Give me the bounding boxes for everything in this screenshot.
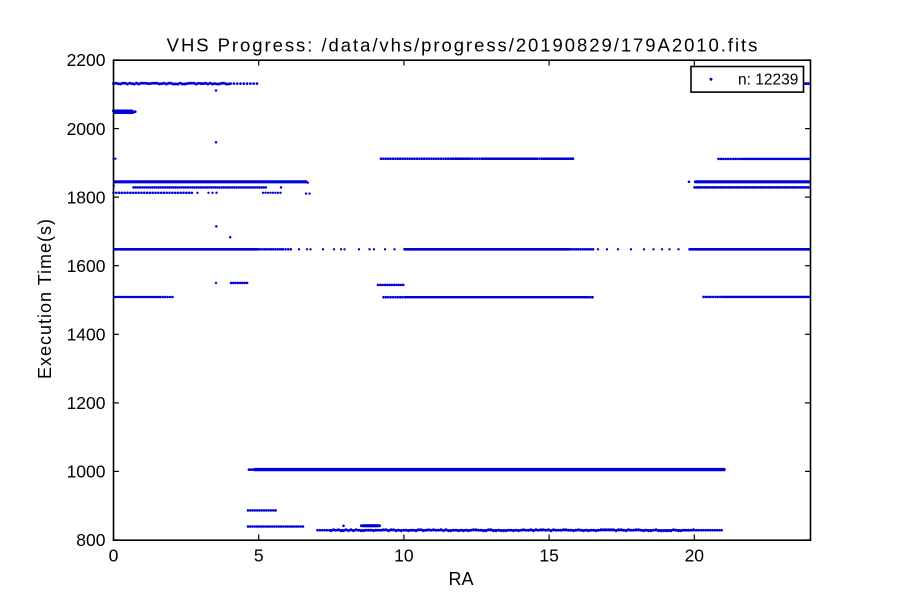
svg-text:0: 0	[109, 546, 119, 566]
svg-text:RA: RA	[448, 569, 473, 589]
svg-text:VHS Progress: /data/vhs/progre: VHS Progress: /data/vhs/progress/2019082…	[167, 35, 760, 56]
svg-text:2200: 2200	[67, 50, 106, 70]
svg-text:n: 12239: n: 12239	[738, 71, 798, 88]
svg-text:20: 20	[685, 546, 705, 566]
svg-text:1400: 1400	[67, 325, 106, 345]
svg-text:Execution Time(s): Execution Time(s)	[35, 218, 55, 379]
svg-text:1800: 1800	[67, 187, 106, 207]
svg-text:2000: 2000	[67, 119, 106, 139]
svg-text:5: 5	[254, 546, 264, 566]
svg-text:1600: 1600	[67, 256, 106, 276]
svg-text:15: 15	[539, 546, 558, 566]
svg-text:800: 800	[76, 530, 105, 550]
svg-text:1000: 1000	[67, 462, 106, 482]
svg-text:1200: 1200	[67, 393, 106, 413]
svg-text:10: 10	[394, 546, 414, 566]
